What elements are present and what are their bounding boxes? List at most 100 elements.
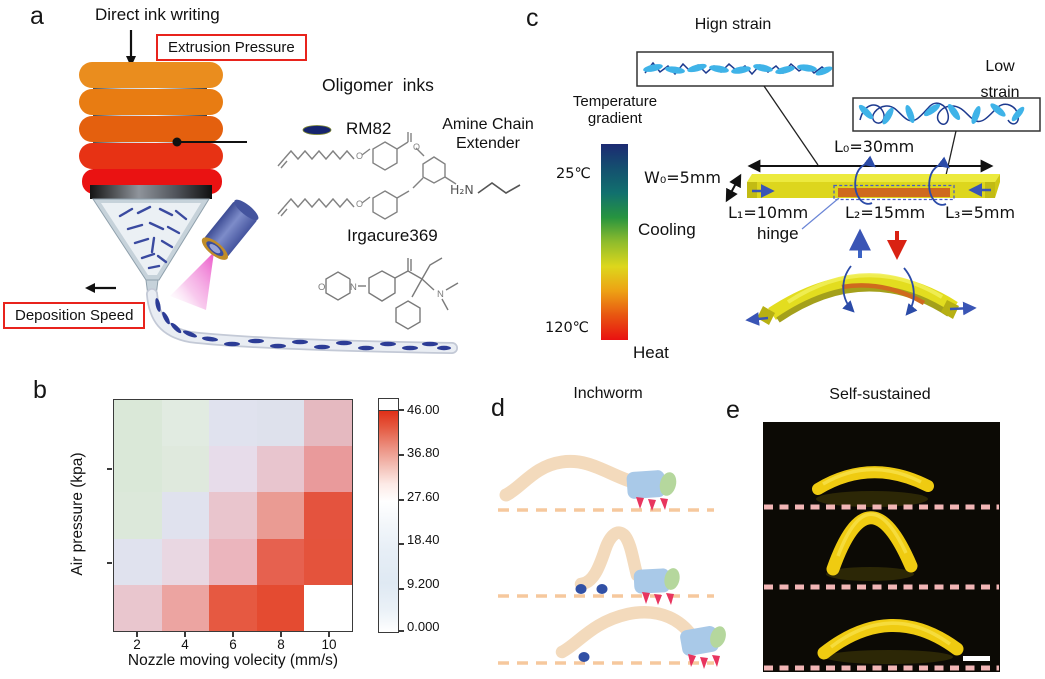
inchworm-frame-1 [499, 454, 677, 511]
extrusion-pressure-box: Extrusion Pressure [156, 34, 307, 61]
colorbar-tick-labels: 46.00 36.80 27.60 18.40 9.200 0.000 [407, 402, 440, 634]
heatmap-cell-r3c4 [304, 538, 352, 585]
x-tick-label: 8 [277, 637, 285, 652]
low-strain-title-line2: strain [980, 84, 1020, 101]
colorbar-tick-label: 18.40 [407, 532, 440, 548]
l1-dimension-label: L₁=10mm [728, 203, 809, 222]
amine-structure [477, 182, 521, 194]
rotation-arrow-right [928, 156, 950, 206]
aligned-mesogen-ellipses [155, 298, 451, 351]
heatmap-cell-r2c2 [209, 492, 257, 539]
low-strain-title-line1: Low [985, 58, 1015, 75]
heatmap-cell-r2c1 [161, 492, 210, 539]
diw-printer-illustration [79, 30, 458, 354]
x-tick-label: 10 [321, 637, 337, 652]
scale-bar [963, 656, 990, 661]
hinge-layer [838, 188, 950, 197]
inchworm-title: Inchworm [573, 385, 643, 402]
panel-b-label: b [33, 376, 47, 404]
colorbar-tick-label: 36.80 [407, 445, 440, 461]
x-tick-label: 6 [229, 637, 237, 652]
deposition-speed-box: Deposition Speed [3, 302, 146, 329]
heatmap-cell-r4c0 [114, 584, 162, 631]
cooling-label: Cooling [638, 220, 696, 239]
panel-e-label: e [726, 396, 740, 424]
temp-gradient-title-line1: Temperature [572, 93, 658, 110]
temperature-colorbar [601, 144, 628, 340]
amine-chain-label-line2: Extender [455, 135, 521, 152]
h2n-label: H₂N [450, 182, 474, 197]
reflection-3 [825, 650, 953, 664]
panel-a-title: Direct ink writing [95, 5, 220, 24]
heatmap-cell-r4c4 [304, 584, 352, 631]
panel-d-label: d [491, 394, 505, 422]
heatmap-cell-r0c4 [304, 400, 352, 447]
rm82-structure: O O O [277, 125, 457, 220]
temp-gradient-title-line2: gradient [587, 110, 643, 127]
x-tick-label: 2 [133, 637, 141, 652]
hinge-pointer-line [801, 197, 840, 230]
inchworm-frame-2 [574, 526, 680, 605]
inchworm-sequence [498, 454, 726, 669]
heatmap-cell-r0c2 [209, 400, 257, 447]
amine-chain-label-line1: Amine Chain [442, 116, 534, 133]
irgacure369-structure: O N N [318, 257, 459, 330]
uv-lamp [170, 199, 259, 310]
hinge-dashed-outline [833, 184, 955, 201]
heatmap-cell-r4c3 [256, 584, 305, 631]
heatmap-cell-r3c3 [256, 538, 305, 585]
colorbar-tick-label: 46.00 [407, 402, 440, 417]
photo-background [763, 422, 1000, 672]
heatmap-grid [113, 399, 353, 632]
panel-a-label: a [30, 2, 44, 30]
heatmap-cell-r1c4 [304, 446, 352, 493]
temp-cold-label: 25℃ [556, 166, 591, 182]
heatmap-cell-r1c0 [114, 446, 162, 493]
self-sustained-photos [763, 422, 1000, 672]
heatmap-cell-r4c1 [161, 584, 210, 631]
heat-label: Heat [633, 343, 669, 362]
temp-hot-label: 120℃ [545, 320, 589, 336]
l3-dimension-label: L₃=5mm [945, 203, 1016, 222]
rm82-label: RM82 [346, 119, 392, 138]
rotation-arrow-left [854, 155, 876, 205]
panel-c-label: c [526, 4, 539, 32]
reflection-2 [826, 567, 914, 581]
heatmap-colorbar [378, 398, 399, 633]
heatmap-cell-r4c2 [209, 584, 257, 631]
svg-text:O: O [318, 282, 325, 293]
inchworm-frame-3 [555, 606, 726, 669]
callout-line-high-strain [763, 85, 819, 166]
colorbar-tick-label: 0.000 [407, 618, 440, 634]
mesogen-icon [302, 125, 332, 135]
heatmap-cell-r3c2 [209, 538, 257, 585]
reflection-1 [816, 491, 928, 507]
heatmap-cell-r2c0 [114, 492, 162, 539]
irgacure-label: Irgacure369 [347, 226, 438, 245]
heatmap-cell-r2c3 [256, 492, 305, 539]
bent-beam [745, 265, 977, 326]
heating-coil [79, 62, 223, 194]
hinge-layer-bent [841, 283, 926, 305]
x-tick-labels: 2 4 6 8 10 [113, 637, 353, 652]
callout-dot [172, 137, 182, 147]
x-tick-label: 4 [181, 637, 189, 652]
svg-text:N: N [437, 289, 444, 300]
heatmap-cell-r2c4 [304, 492, 352, 539]
svg-text:O: O [413, 142, 420, 152]
svg-text:O: O [356, 199, 363, 209]
w0-dimension-label: W₀=5mm [644, 168, 721, 187]
high-strain-box [636, 51, 834, 87]
colorbar-tick-label: 9.200 [407, 575, 440, 591]
heatmap-y-axis-label: Air pressure (kpa) [69, 452, 86, 576]
w0-dimension-arrow [725, 173, 742, 203]
heatmap-x-axis-label: Nozzle moving volecity (mm/s) [127, 652, 339, 669]
l0-dimension-label: L₀=30mm [834, 137, 915, 156]
heatmap-cell-r1c3 [256, 446, 305, 493]
random-mesogen-rods [118, 205, 188, 270]
flat-beam [747, 155, 1000, 230]
heatmap-cell-r1c2 [209, 446, 257, 493]
svg-text:O: O [356, 151, 363, 161]
